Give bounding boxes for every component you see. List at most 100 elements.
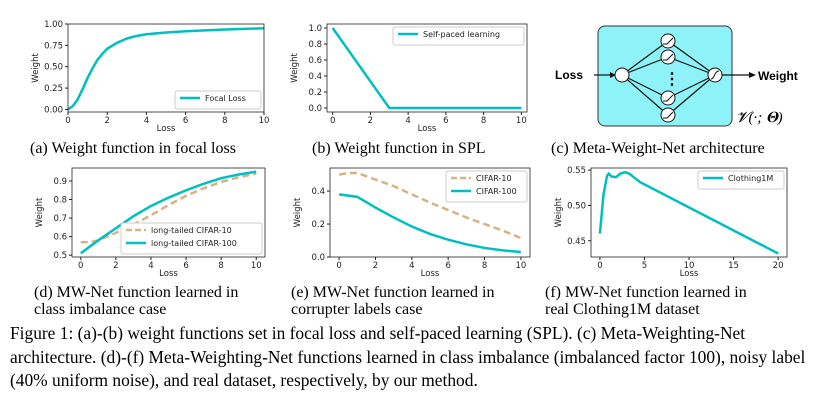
y-tick-label: 0.75 xyxy=(44,41,63,51)
y-tick-label: 1.00 xyxy=(44,20,63,30)
y-tick-label: 0.8 xyxy=(53,196,67,206)
x-tick-label: 0 xyxy=(330,116,335,126)
legend-label: long-tailed CIFAR-10 xyxy=(151,226,232,235)
x-tick-label: 0 xyxy=(78,261,83,271)
y-tick-label: 0.6 xyxy=(308,56,322,66)
x-axis-label: Loss xyxy=(680,269,699,279)
output-arrow-icon xyxy=(749,72,756,78)
legend-label: CIFAR-100 xyxy=(476,187,517,196)
x-axis-label: Loss xyxy=(159,269,178,279)
y-tick-label: 0.25 xyxy=(44,84,63,94)
y-tick-label: 0.5 xyxy=(53,251,67,261)
caption-e-line2: corrupter labels case xyxy=(291,301,423,318)
caption-d-line1: (d) MW-Net function learned in xyxy=(34,284,239,301)
y-tick-label: 0.00 xyxy=(44,105,63,115)
y-tick-label: 0.4 xyxy=(311,187,325,197)
x-tick-label: 2 xyxy=(368,116,373,126)
x-tick-label: 0 xyxy=(597,261,602,271)
caption-a: (a) Weight function in focal loss xyxy=(30,140,236,157)
legend-label: Self-paced learning xyxy=(423,30,500,39)
ellipsis-dots: ⋮ xyxy=(664,71,680,88)
x-axis-label: Loss xyxy=(418,124,437,134)
hidden-nodes xyxy=(660,33,676,123)
series-line xyxy=(338,193,522,254)
x-tick-label: 4 xyxy=(405,116,410,126)
y-tick-label: 0.0 xyxy=(311,253,325,263)
x-tick-label: 0 xyxy=(65,116,70,126)
y-tick-label: 0.45 xyxy=(567,237,586,247)
series-line xyxy=(80,170,257,255)
y-tick-label: 0.50 xyxy=(44,63,63,73)
x-tick-label: 4 xyxy=(144,116,149,126)
plot-frame xyxy=(329,167,531,258)
meta-weight-net-diagram: ⋮ Loss Weight 𝓥(·; 𝚯) xyxy=(555,25,798,127)
caption-e-line1: (e) MW-Net function learned in xyxy=(291,284,495,301)
x-tick-label: 6 xyxy=(183,261,188,271)
y-tick-label: 0.2 xyxy=(311,220,325,230)
y-tick-label: 1.0 xyxy=(308,24,322,34)
caption-c: (c) Meta-Weight-Net architecture xyxy=(551,140,765,157)
y-axis-label: Weight xyxy=(554,197,564,227)
x-tick-label: 0 xyxy=(336,261,341,271)
legend-box xyxy=(445,170,528,203)
x-axis-label: Loss xyxy=(157,124,176,134)
y-axis-label: Weight xyxy=(31,53,41,83)
y-tick-label: 0.4 xyxy=(308,72,322,82)
y-axis-label: Weight xyxy=(293,197,303,227)
x-tick-label: 8 xyxy=(222,116,227,126)
y-tick-label: 0.55 xyxy=(567,166,586,176)
y-tick-label: 0.2 xyxy=(308,88,322,98)
x-tick-label: 10 xyxy=(259,116,270,126)
x-tick-label: 6 xyxy=(443,116,448,126)
y-axis-label: Weight xyxy=(290,53,300,83)
x-tick-label: 6 xyxy=(183,116,188,126)
x-tick-label: 8 xyxy=(482,261,487,271)
x-tick-label: 6 xyxy=(445,261,450,271)
legend-label: Focal Loss xyxy=(205,94,246,103)
x-tick-label: 5 xyxy=(642,261,647,271)
series-line xyxy=(331,27,522,110)
network-edges xyxy=(594,40,750,116)
x-tick-label: 15 xyxy=(728,261,739,271)
x-tick-label: 10 xyxy=(515,261,526,271)
caption-f-line1: (f) MW-Net function learned in xyxy=(545,284,747,301)
legend-label: Clothing1M xyxy=(728,174,773,183)
x-tick-label: 8 xyxy=(218,261,223,271)
y-tick-label: 0.9 xyxy=(53,177,67,187)
series-line xyxy=(338,171,522,240)
output-label: Weight xyxy=(758,69,798,83)
x-tick-label: 8 xyxy=(481,116,486,126)
legend-box xyxy=(697,170,785,190)
y-tick-label: 0.0 xyxy=(308,104,322,114)
x-tick-label: 2 xyxy=(113,261,118,271)
input-arrow-icon xyxy=(610,72,616,78)
x-tick-label: 4 xyxy=(409,261,414,271)
input-label: Loss xyxy=(555,68,583,82)
x-tick-label: 2 xyxy=(104,116,109,126)
plot-frame xyxy=(67,23,265,113)
network-formula: 𝓥(·; 𝚯) xyxy=(736,110,783,126)
legend-label: long-tailed CIFAR-100 xyxy=(151,239,237,248)
input-node xyxy=(614,67,630,83)
x-axis-label: Loss xyxy=(421,269,440,279)
x-tick-label: 10 xyxy=(684,261,695,271)
legend-box xyxy=(174,90,262,110)
legend-box xyxy=(120,222,263,255)
x-tick-label: 10 xyxy=(516,116,527,126)
y-tick-label: 0.50 xyxy=(567,201,586,211)
plot-frame xyxy=(326,23,528,113)
plot-frame xyxy=(71,167,266,258)
caption-b: (b) Weight function in SPL xyxy=(312,140,486,157)
x-tick-label: 4 xyxy=(148,261,153,271)
y-axis-label: Weight xyxy=(35,197,45,227)
series-line xyxy=(67,27,265,111)
caption-f-line2: real Clothing1M dataset xyxy=(545,301,700,318)
series-line xyxy=(598,170,779,255)
x-tick-label: 2 xyxy=(373,261,378,271)
y-tick-label: 0.7 xyxy=(53,214,67,224)
y-tick-label: 0.6 xyxy=(53,233,67,243)
